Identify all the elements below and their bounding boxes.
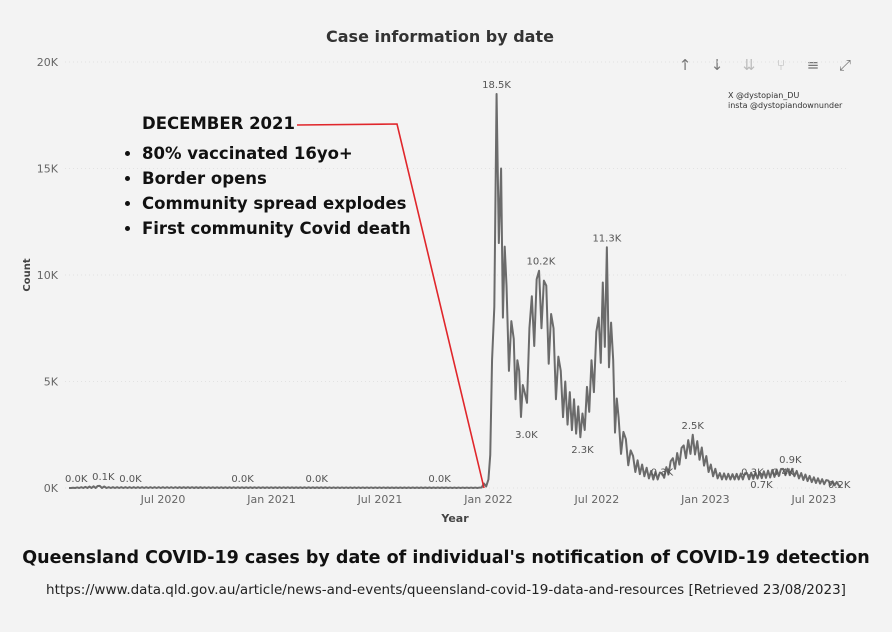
data-label: 0.4K xyxy=(772,468,795,479)
annotation: DECEMBER 2021 80% vaccinated 16yo+ Borde… xyxy=(118,114,411,241)
data-label: 3.0K xyxy=(515,430,538,441)
x-tick-label: Jan 2021 xyxy=(246,493,295,506)
annotation-bullet: Border opens xyxy=(142,166,411,191)
visual-toolbar: ↑ ↓ ⇊ ⑂ ≡ ⤢ xyxy=(676,56,854,74)
y-axis-title: Count xyxy=(22,258,33,291)
data-label: 0.0K xyxy=(231,474,254,485)
credit-x: X @dystopian_DU xyxy=(728,91,800,100)
annotation-heading: DECEMBER 2021 xyxy=(142,114,295,133)
data-label: 0.1K xyxy=(92,472,115,483)
arrow-up-icon[interactable]: ↑ xyxy=(678,56,692,74)
filter-icon[interactable]: ≡ xyxy=(806,56,820,74)
double-arrow-down-icon[interactable]: ⇊ xyxy=(742,56,756,74)
annotation-pointer-line xyxy=(296,123,485,489)
data-label: 0.0K xyxy=(119,474,142,485)
x-tick-label: Jan 2023 xyxy=(680,493,729,506)
x-tick-label: Jul 2020 xyxy=(140,493,186,506)
x-tick-label: Jan 2022 xyxy=(463,493,512,506)
x-tick-label: Jul 2022 xyxy=(574,493,620,506)
y-tick-label: 0K xyxy=(44,482,59,495)
series-line-cases xyxy=(68,92,842,489)
annotation-bullet: 80% vaccinated 16yo+ xyxy=(142,141,411,166)
y-tick-label: 15K xyxy=(37,163,59,176)
annotation-bullet: First community Covid death xyxy=(142,216,411,241)
arrow-down-icon[interactable]: ↓ xyxy=(710,56,724,74)
y-tick-label: 10K xyxy=(37,269,59,282)
data-label: 0.2K xyxy=(828,480,851,491)
annotation-bullet: Community spread explodes xyxy=(142,191,411,216)
data-label: 0.3K xyxy=(741,468,764,479)
credit: X @dystopian_DU insta @dystopiandownunde… xyxy=(728,91,842,111)
data-label: 2.3K xyxy=(571,445,594,456)
x-axis-title: Year xyxy=(440,512,469,525)
data-label: 0.0K xyxy=(428,474,451,485)
caption-title: Queensland COVID-19 cases by date of ind… xyxy=(22,548,870,568)
fork-icon[interactable]: ⑂ xyxy=(776,56,786,74)
credit-insta: insta @dystopiandownunder xyxy=(728,101,843,110)
data-label: 0.0K xyxy=(305,474,328,485)
data-label: 10.2K xyxy=(526,257,555,268)
y-tick-label: 5K xyxy=(44,376,59,389)
data-label: 0.7K xyxy=(750,480,773,491)
x-tick-label: Jul 2021 xyxy=(357,493,403,506)
data-label: 18.5K xyxy=(482,80,511,91)
data-label: 0.0K xyxy=(65,474,88,485)
data-label: 0.9K xyxy=(779,455,802,466)
y-tick-label: 20K xyxy=(37,56,59,69)
chart-title: Case information by date xyxy=(326,27,554,46)
caption-source: https://www.data.qld.gov.au/article/news… xyxy=(46,582,846,598)
data-label: 2.5K xyxy=(682,421,705,432)
data-label: 0.3K xyxy=(651,468,674,479)
data-label: 11.3K xyxy=(592,233,621,244)
expand-icon[interactable]: ⤢ xyxy=(838,56,851,74)
x-tick-label: Jul 2023 xyxy=(790,493,836,506)
